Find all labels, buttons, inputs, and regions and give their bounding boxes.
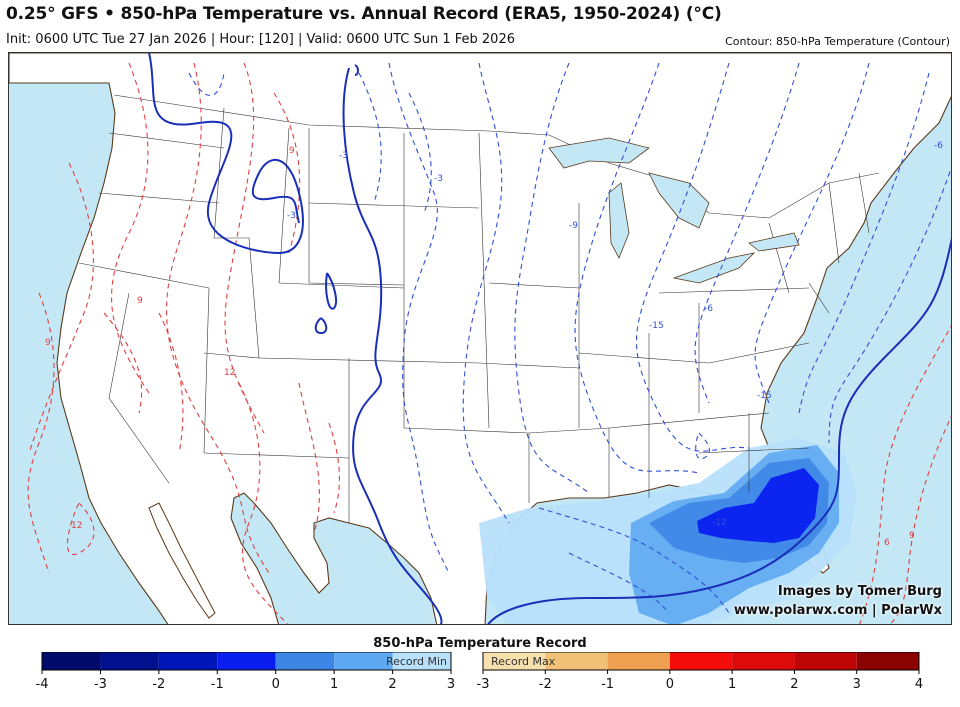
colorbar-segment bbox=[607, 652, 670, 670]
colorbar-tick-label: 3 bbox=[447, 677, 455, 692]
contour-label: 6 bbox=[884, 538, 890, 548]
colorbar-segment bbox=[217, 652, 276, 670]
colorbar-tick-label: 0 bbox=[272, 677, 280, 692]
contour-label: -6 bbox=[704, 304, 713, 314]
baja-california bbox=[148, 502, 216, 619]
colorbar-tick-label: -3 bbox=[94, 677, 107, 692]
colorbar-segment bbox=[545, 652, 608, 670]
colorbar-segment bbox=[100, 652, 159, 670]
colorbar-segment bbox=[669, 652, 733, 670]
contour-label: -15 bbox=[649, 321, 664, 331]
contour-label: -9 bbox=[569, 221, 578, 231]
colorbar-outline bbox=[482, 652, 920, 671]
colorbar-tick-label: 1 bbox=[330, 677, 338, 692]
colorbar-min-label: Record Min bbox=[386, 655, 447, 668]
image-credit: Images by Tomer Burg www.polarwx.com | P… bbox=[734, 582, 942, 620]
colorbar-outline bbox=[41, 652, 452, 671]
contour-label: 9 bbox=[45, 338, 51, 348]
credit-author: Images by Tomer Burg bbox=[777, 584, 942, 599]
contour-label: 12 bbox=[71, 521, 82, 531]
contour-label: -3 bbox=[434, 174, 443, 184]
colorbar-tick-label: -3 bbox=[477, 677, 490, 692]
colorbar-tick-label: 2 bbox=[790, 677, 798, 692]
contour-label: -15 bbox=[757, 391, 772, 401]
freezing-contours bbox=[148, 53, 951, 624]
contour-labels: -3 -3 -3 -15 -15 -6 -9 -12 9 9 12 12 9 6… bbox=[45, 141, 943, 548]
chart-title: 0.25° GFS • 850-hPa Temperature vs. Annu… bbox=[6, 4, 722, 24]
colorbar-tick-label: 1 bbox=[728, 677, 736, 692]
contour-label: -6 bbox=[934, 141, 943, 151]
colorbar-tick-label: 4 bbox=[915, 677, 923, 692]
run-info: Init: 0600 UTC Tue 27 Jan 2026 | Hour: [… bbox=[6, 32, 515, 47]
colorbar-tick-label: 3 bbox=[853, 677, 861, 692]
colorbar-segment bbox=[42, 652, 101, 670]
record-min-shading bbox=[479, 438, 857, 624]
map-panel: -3 -3 -3 -15 -15 -6 -9 -12 9 9 12 12 9 6… bbox=[8, 52, 952, 625]
colorbar-segment bbox=[158, 652, 218, 670]
colorbar-segment bbox=[794, 652, 857, 670]
colorbar-tick-label: -1 bbox=[211, 677, 224, 692]
colorbar-segment bbox=[392, 652, 451, 670]
cold-contours bbox=[188, 62, 951, 614]
contour-note: Contour: 850-hPa Temperature (Contour) bbox=[725, 35, 950, 48]
colorbar-tick-label: -4 bbox=[36, 677, 49, 692]
colorbar-segment bbox=[275, 652, 335, 670]
colorbar-segment bbox=[732, 652, 795, 670]
colorbar-segment bbox=[856, 652, 919, 670]
colorbar-segment bbox=[334, 652, 393, 670]
contour-label: -3 bbox=[339, 151, 348, 161]
warm-contours bbox=[27, 62, 340, 624]
great-lakes bbox=[548, 137, 800, 284]
contour-label: 9 bbox=[909, 531, 915, 541]
colorbar-tick-label: 2 bbox=[388, 677, 396, 692]
map-svg: -3 -3 -3 -15 -15 -6 -9 -12 9 9 12 12 9 6… bbox=[9, 53, 951, 624]
political-borders bbox=[78, 94, 880, 523]
contour-label: -12 bbox=[712, 518, 727, 528]
colorbar-tick-label: 0 bbox=[666, 677, 674, 692]
contour-label: 9 bbox=[289, 146, 295, 156]
colorbar-tick-label: -2 bbox=[539, 677, 552, 692]
atlantic-warm-contours bbox=[859, 325, 951, 624]
contour-label: 9 bbox=[137, 296, 143, 306]
colorbar-title: 850-hPa Temperature Record bbox=[373, 636, 587, 651]
contour-label: -3 bbox=[287, 211, 296, 221]
colorbar-segment bbox=[483, 652, 546, 670]
contour-label: 12 bbox=[224, 368, 235, 378]
colorbar-tick-label: -2 bbox=[152, 677, 165, 692]
credit-website[interactable]: www.polarwx.com | PolarWx bbox=[733, 603, 942, 618]
colorbar-record-max: -3 -2 -1 0 1 2 3 4 Record Max bbox=[477, 652, 923, 692]
colorbar-max-label: Record Max bbox=[491, 655, 556, 668]
colorbar-tick-label: -1 bbox=[601, 677, 614, 692]
